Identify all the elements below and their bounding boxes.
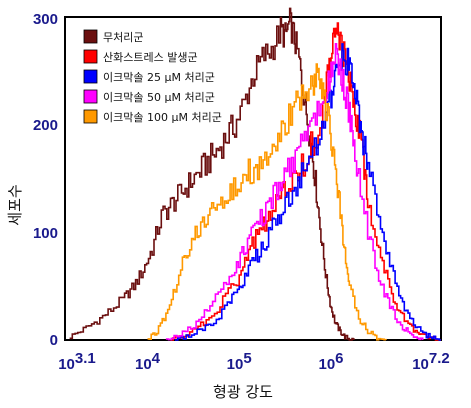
series-line	[165, 43, 424, 341]
y-tick-label: 200	[33, 117, 58, 134]
legend-label: 이크막솔 50 μM 처리군	[103, 91, 215, 104]
legend-swatch	[83, 69, 98, 84]
legend-label: 이크막솔 25 μM 처리군	[103, 71, 215, 84]
legend-label: 무처리군	[103, 31, 143, 44]
y-axis-title: 세포수	[6, 184, 24, 225]
plot-frame	[64, 16, 442, 341]
x-axis-ticks: 103.1 104 105 106 107.2	[58, 350, 450, 373]
series-line	[175, 43, 441, 341]
legend-swatch	[83, 49, 98, 64]
legend-label: 산화스트레스 발생군	[103, 51, 198, 64]
legend-swatch	[83, 109, 98, 124]
y-axis-ticks: 0 100 200 300	[33, 11, 58, 349]
x-tick-label: 103.1	[58, 350, 96, 373]
x-tick-label: 106	[318, 350, 343, 373]
y-tick-label: 0	[50, 332, 58, 349]
legend-swatch	[83, 89, 98, 104]
legend-swatch	[83, 29, 98, 44]
x-tick-label: 105	[227, 350, 252, 373]
series-line	[69, 7, 355, 341]
x-tick-label: 107.2	[412, 350, 450, 373]
series-layer	[69, 7, 441, 341]
legend-label: 이크막솔 100 μM 처리군	[103, 111, 222, 124]
y-tick-label: 100	[33, 225, 58, 242]
x-tick-label: 104	[135, 350, 161, 373]
x-axis-title: 형광 강도	[213, 383, 273, 401]
series-line	[147, 63, 387, 341]
y-tick-label: 300	[33, 11, 58, 28]
